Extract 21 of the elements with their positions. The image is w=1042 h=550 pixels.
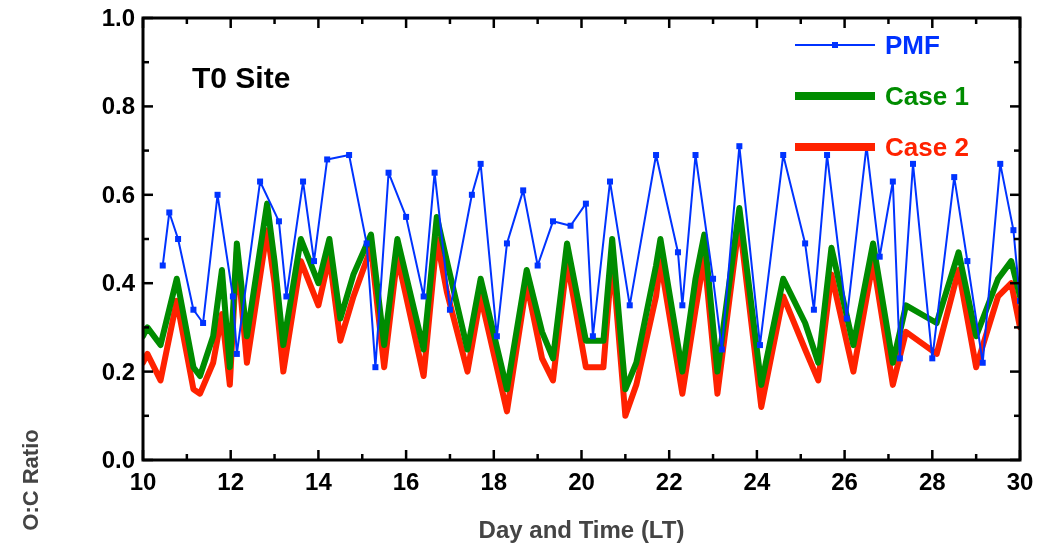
y-tick-label: 0.4 xyxy=(101,269,136,297)
x-tick-label: 26 xyxy=(831,468,858,495)
text: T0 Site xyxy=(192,61,291,94)
x-tick-label: 12 xyxy=(217,468,245,495)
x-tick-label: 30 xyxy=(1006,468,1034,495)
x-tick-label: 18 xyxy=(480,468,508,495)
x-tick-label: 14 xyxy=(305,468,333,495)
x-tick-label: 28 xyxy=(918,468,946,495)
y-tick-label: 0.2 xyxy=(101,357,135,385)
x-tick-label: 20 xyxy=(568,468,595,495)
x-axis-title: Day and Time (LT) xyxy=(478,516,685,543)
legend-label: PMF xyxy=(885,30,940,60)
x-tick-label: 24 xyxy=(743,468,771,495)
x-tick-label: 16 xyxy=(392,468,420,495)
y-axis-title: O:C Ratio xyxy=(18,429,43,531)
legend-label: Case 2 xyxy=(885,132,969,162)
y-tick-label: 1.0 xyxy=(101,4,135,31)
legend-label: Case 1 xyxy=(885,81,969,111)
y-tick-label: 0.8 xyxy=(101,92,135,120)
y-tick-label: 0.6 xyxy=(101,180,135,208)
x-tick-label: 22 xyxy=(655,468,683,495)
